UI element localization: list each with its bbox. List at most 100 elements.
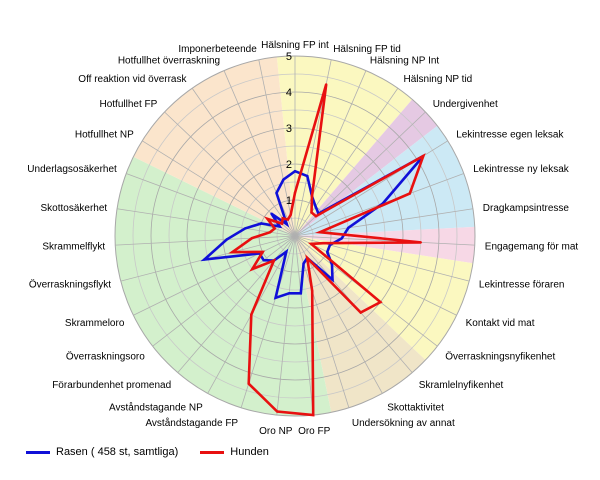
- tick-label-4: 4: [286, 87, 292, 99]
- spoke-21: [133, 235, 296, 316]
- category-label-22: Överraskningsflykt: [29, 279, 111, 291]
- series-1-point-20: [251, 267, 254, 271]
- series-1-point-4: [314, 215, 318, 218]
- series-1-point-27: [280, 222, 284, 225]
- category-label-14: Undersökning av annat: [352, 418, 455, 429]
- series-1-point-7: [318, 231, 322, 234]
- series-1-point-28: [281, 217, 284, 220]
- series-0-point-11: [330, 263, 334, 266]
- spoke-24: [117, 208, 296, 237]
- category-label-10: Kontakt vid mat: [466, 318, 535, 329]
- series-0-point-7: [347, 226, 350, 229]
- category-label-2: Hälsning NP Int: [370, 55, 440, 66]
- series-1: [228, 83, 426, 417]
- series-0-point-16: [288, 292, 291, 295]
- category-label-15: Oro FP: [298, 426, 331, 437]
- series-0-point-15: [299, 292, 302, 295]
- category-label-9: Lekintresse föraren: [479, 280, 565, 291]
- series-1-point-15: [312, 413, 315, 417]
- series-1-point-18: [250, 313, 253, 316]
- category-label-17: Avståndstagande FP: [145, 417, 238, 429]
- series-1-point-25: [273, 227, 276, 230]
- series-1-point-0: [293, 191, 297, 194]
- spoke-15: [294, 235, 314, 416]
- series-1-point-16: [276, 410, 279, 413]
- series-1-point-23: [250, 237, 254, 240]
- series-line-0: [200, 154, 425, 300]
- series-0-point-14: [302, 262, 305, 265]
- category-label-6: Lekintresse ny leksak: [473, 164, 570, 175]
- sector-7: [133, 56, 295, 236]
- series-0-point-30: [282, 178, 285, 181]
- series-1-point-30: [289, 213, 292, 216]
- tick-label-1: 1: [286, 195, 292, 207]
- legend: Rasen ( 458 st, samtliga) Hunden: [26, 446, 291, 458]
- spoke-10: [294, 235, 457, 316]
- category-label-25: Underlagsosäkerhet: [27, 164, 117, 175]
- category-label-0: Hälsning FP int: [261, 40, 329, 51]
- category-label-23: Skrammelflykt: [42, 242, 105, 253]
- series-0-point-0: [293, 170, 297, 173]
- sector-3: [295, 226, 475, 264]
- series-1-point-10: [310, 242, 313, 246]
- category-label-16: Oro NP: [259, 426, 293, 437]
- series-0-point-23: [225, 238, 228, 241]
- category-label-18: Avståndstagande NP: [109, 402, 203, 414]
- series-1-point-26: [266, 217, 269, 221]
- series-0-point-10: [326, 250, 329, 254]
- series-0-point-26: [278, 225, 281, 228]
- spoke-16: [276, 235, 296, 416]
- tick-label-2: 2: [286, 159, 292, 171]
- spoke-29: [223, 70, 296, 237]
- category-label-8: Engagemang för mat: [485, 242, 579, 253]
- series-1-point-9: [321, 242, 325, 245]
- category-label-7: Dragkampsintresse: [483, 203, 570, 214]
- series-1-point-12: [359, 311, 362, 314]
- series-1-point-2: [310, 195, 314, 198]
- category-label-19: Förarbundenhet promenad: [52, 380, 171, 391]
- series-0-point-28: [285, 223, 288, 226]
- legend-swatch-hunden: [200, 450, 225, 454]
- category-label-21: Skrammeloro: [65, 318, 125, 329]
- series-0-point-1: [306, 174, 309, 178]
- category-label-13: Skottaktivitet: [387, 403, 444, 414]
- series-0-point-12: [331, 278, 334, 281]
- series-0: [200, 154, 425, 300]
- series-0-point-22: [203, 258, 206, 261]
- category-label-30: Imponerbeteende: [178, 44, 257, 55]
- series-0-point-18: [285, 250, 288, 253]
- series-1-point-13: [306, 256, 309, 260]
- spoke-30: [258, 59, 296, 237]
- series-0-point-29: [275, 191, 278, 195]
- series-1-point-1: [325, 83, 328, 86]
- category-label-26: Hotfullhet NP: [75, 130, 134, 141]
- series-1-point-11: [379, 300, 382, 304]
- spoke-8: [294, 235, 475, 246]
- tick-label-3: 3: [286, 123, 292, 135]
- series-line-1: [228, 84, 426, 417]
- series-1-point-14: [311, 289, 314, 293]
- category-label-4: Undergivenhet: [433, 99, 498, 110]
- category-label-5: Lekintresse egen leksak: [456, 130, 564, 141]
- sector-6: [115, 156, 332, 416]
- series-1-point-29: [286, 218, 290, 221]
- spoke-20: [152, 235, 296, 347]
- category-label-12: Skramlelnyfikenhet: [419, 380, 504, 391]
- legend-item-hunden: Hunden: [200, 446, 269, 458]
- legend-label-rasen: Rasen ( 458 st, samtliga): [56, 446, 179, 458]
- series-0-point-17: [274, 296, 277, 299]
- series-1-point-22: [231, 251, 234, 254]
- category-label-28: Off reaktion vid överrask: [78, 74, 187, 85]
- spoke-23: [115, 235, 296, 246]
- category-label-29: Hotfullhet överraskning: [118, 55, 220, 66]
- spoke-28: [191, 88, 296, 237]
- legend-swatch-rasen: [26, 450, 50, 454]
- series-0-point-25: [260, 222, 263, 225]
- tick-label-5: 5: [286, 51, 292, 63]
- series-0-point-3: [314, 205, 317, 208]
- category-label-1: Hälsning FP tid: [333, 44, 401, 55]
- tick-labels: 1 2 3 4 5: [286, 51, 292, 207]
- series-1-point-21: [261, 250, 264, 254]
